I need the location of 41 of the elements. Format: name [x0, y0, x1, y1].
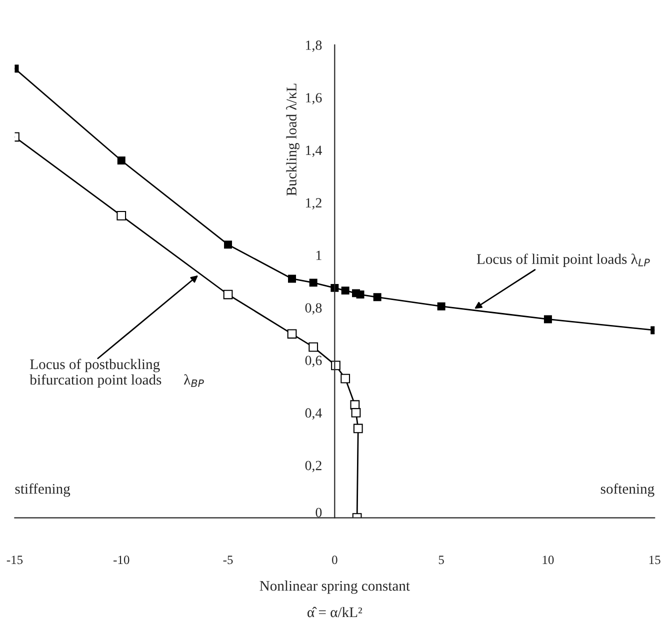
x-axis-title: Nonlinear spring constant α̂ = α/kL² — [260, 580, 410, 618]
y-tick-label: 0,8 — [305, 303, 322, 315]
y-tick-label: 0,4 — [305, 408, 322, 420]
x-tick-label: -15 — [6, 556, 23, 564]
x-tick-label: 0 — [332, 556, 338, 564]
point — [116, 211, 126, 220]
annotation: Locus of postbuckling bifurcation point loads λ$_{BP}$ — [30, 358, 204, 388]
point — [341, 286, 350, 295]
point — [351, 408, 361, 418]
x-tick-label: 5 — [438, 556, 444, 564]
point — [373, 293, 382, 302]
y-tick-label: 1,6 — [306, 93, 322, 104]
point — [437, 302, 446, 310]
point — [223, 290, 233, 300]
point — [287, 329, 297, 339]
y-tick-label: 0 — [316, 508, 322, 518]
x-tick-label: -5 — [223, 556, 233, 564]
x-tick-label: 10 — [542, 556, 554, 564]
point — [353, 424, 363, 434]
y-tick-label: 1,2 — [306, 198, 322, 210]
point — [288, 274, 296, 283]
x-tick-label: 15 — [649, 556, 660, 564]
y-tick-label: 1 — [316, 250, 322, 260]
y-tick-label: 1,8 — [306, 40, 322, 52]
y-tick-label: 0,6 — [305, 356, 322, 368]
annotation: softening — [600, 483, 654, 497]
point — [117, 156, 126, 165]
point — [308, 342, 318, 352]
x-tick-label: -10 — [114, 556, 130, 564]
point — [350, 400, 360, 410]
y-tick-label: 1,4 — [306, 146, 322, 157]
y-tick-label: 0,2 — [305, 460, 322, 472]
point — [224, 240, 232, 249]
annotation: Locus of limit point loads λ$_{LP}$ — [476, 254, 650, 267]
annotation: stiffening — [15, 483, 70, 497]
point — [356, 290, 364, 298]
y-axis-title: Buckling load λ/κL — [286, 84, 300, 196]
point — [331, 360, 340, 370]
point — [309, 278, 318, 287]
point — [544, 315, 552, 324]
point — [340, 374, 350, 384]
